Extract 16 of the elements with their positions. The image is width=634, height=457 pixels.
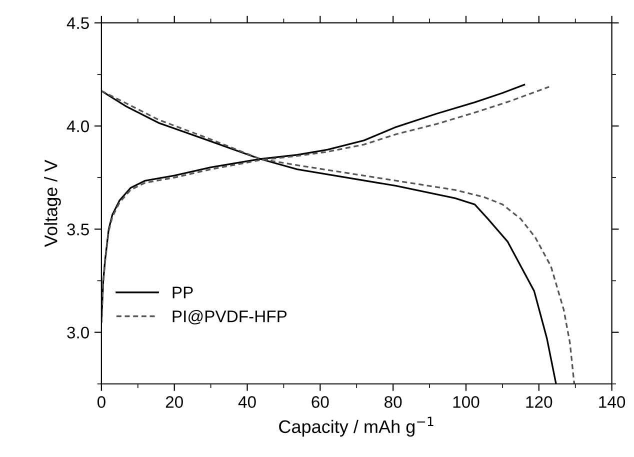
x-tick-label: 60 [312,396,329,408]
x-tick-label: 40 [238,396,256,408]
x-axis-title: Capacity / mAh g$^{−1}$ [279,416,434,437]
x-tick-label: 120 [526,396,552,408]
y-axis-title: Voltage / V [44,160,61,247]
x-tick-label: 20 [166,396,183,408]
x-tick-label: 140 [599,396,626,408]
y-tick-label: 4.0 [66,120,89,132]
x-tick-label: 0 [97,396,106,408]
legend-label: PP [172,286,193,298]
y-tick-label: 3.5 [67,224,89,236]
y-tick-label: 4.5 [66,17,89,30]
legend-label: PI@PVDF-HFP [172,310,287,324]
x-tick-label: 80 [384,396,402,408]
x-tick-label: 100 [453,396,480,408]
y-tick-label: 3.0 [67,326,89,339]
